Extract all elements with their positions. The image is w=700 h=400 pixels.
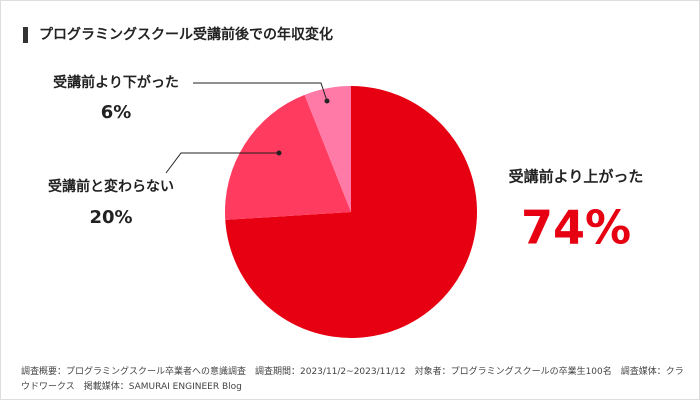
leader-line [165, 152, 279, 174]
leader-dot [324, 98, 330, 104]
leader-line [193, 82, 328, 102]
slice-label: 受講前より下がった [53, 74, 179, 91]
title-bar [23, 27, 28, 43]
leader-dot [276, 150, 282, 156]
value-label: 20% [89, 207, 132, 228]
slice-label: 受講前より上がった [509, 168, 644, 186]
pie-slice [304, 86, 351, 212]
value-label: 6% [101, 102, 132, 123]
note: 調査概要：プログラミングスクール卒業者への意識調査 調査期間：2023/11/2… [21, 367, 684, 392]
pie-slice [225, 86, 477, 339]
pie-slice [225, 94, 351, 220]
slice-label: 受講前と変わらない [48, 178, 174, 195]
chart-title: プログラミングスクール受講前後での年収変化 [39, 26, 333, 43]
value-label: 74% [521, 201, 631, 255]
